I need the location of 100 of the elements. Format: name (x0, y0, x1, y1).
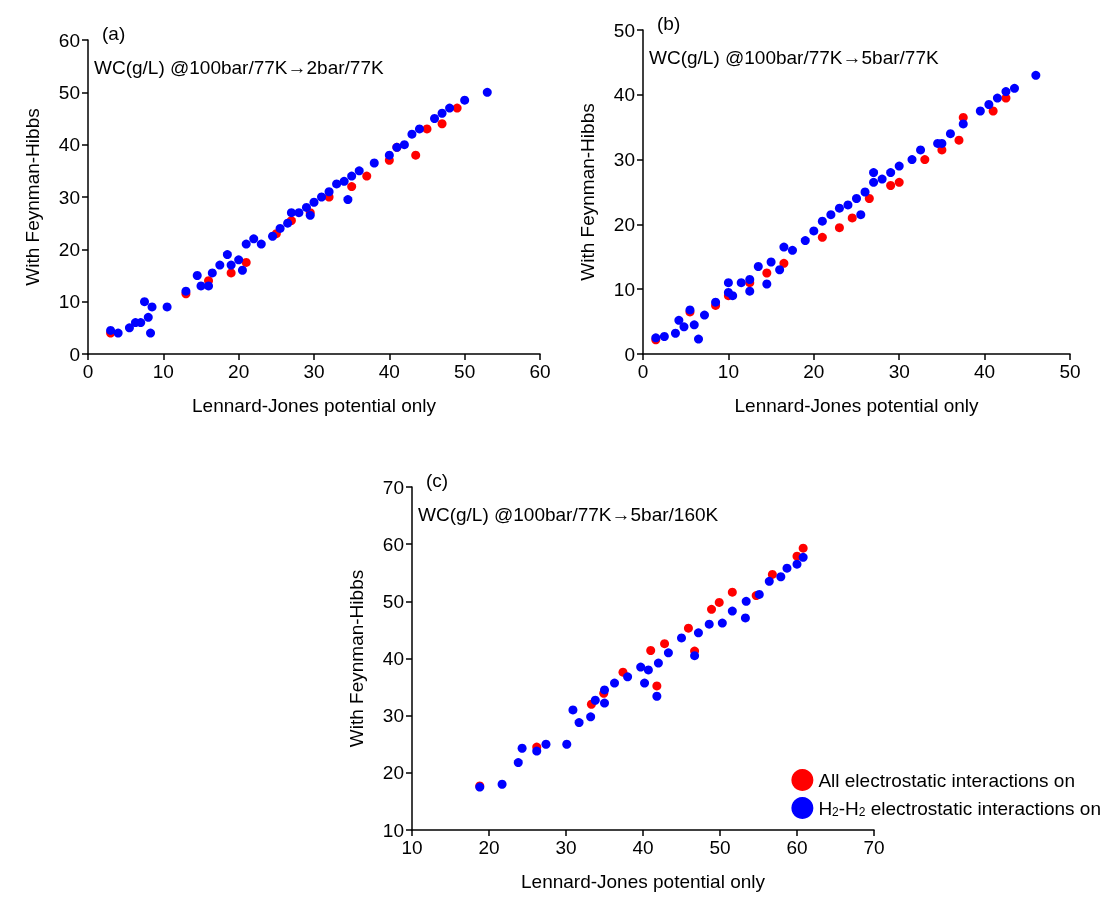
point (226, 268, 236, 278)
point (852, 193, 861, 203)
x-tick-label: 50 (454, 361, 476, 382)
point (869, 168, 879, 178)
y-tick-label: 60 (58, 29, 80, 51)
x-tick-label: 10 (152, 361, 174, 382)
y-tick-label: 60 (382, 533, 404, 555)
point (517, 743, 527, 753)
legend-label: All electrostatic interactions on (818, 769, 1075, 791)
point (623, 672, 633, 682)
point (762, 268, 772, 278)
x-tick-label: 30 (555, 837, 577, 858)
point (241, 239, 251, 249)
y-tick-label: 10 (58, 291, 80, 313)
point (643, 665, 653, 675)
x-tick-label: 10 (401, 837, 423, 858)
annotation: (b) (657, 13, 681, 34)
y-tick-label: 10 (382, 819, 404, 841)
point (958, 119, 968, 129)
annotation: (a) (102, 23, 126, 44)
point (652, 681, 662, 691)
point (693, 628, 703, 638)
point (574, 718, 584, 728)
point (728, 291, 738, 301)
y-tick-label: 30 (382, 705, 404, 727)
point (384, 150, 394, 160)
point (124, 323, 134, 333)
point (309, 197, 319, 207)
point (767, 569, 777, 579)
point (513, 758, 523, 768)
point (347, 171, 357, 181)
point (610, 678, 620, 688)
point (762, 279, 772, 289)
point (834, 203, 844, 213)
point (809, 226, 819, 236)
y-tick-label: 0 (69, 343, 80, 365)
point (776, 572, 786, 582)
point (877, 174, 887, 184)
x-tick-label: 20 (478, 837, 500, 858)
y-tick-label: 50 (613, 19, 635, 41)
point (347, 182, 357, 192)
y-tick-label: 40 (382, 648, 404, 669)
point (437, 119, 447, 129)
point (234, 255, 244, 265)
point (204, 281, 214, 291)
point (787, 245, 797, 255)
y-tick-label: 10 (613, 278, 635, 300)
point (226, 260, 236, 270)
point (241, 257, 251, 267)
point (586, 712, 596, 722)
point (782, 563, 792, 573)
point (886, 181, 896, 191)
point (437, 108, 447, 118)
x-tick-label: 20 (228, 361, 250, 382)
point (954, 135, 964, 145)
point (779, 258, 789, 268)
point (984, 100, 994, 110)
point (741, 596, 751, 606)
point (886, 168, 896, 178)
point (779, 242, 789, 252)
point (399, 140, 409, 150)
point (826, 210, 836, 220)
point (286, 208, 296, 218)
annotation: WC(g/L) @100bar/77K→5bar/77K (649, 47, 939, 68)
point (860, 187, 870, 197)
x-tick-label: 50 (709, 837, 731, 858)
point (207, 268, 217, 278)
point (736, 278, 746, 288)
point (745, 286, 755, 296)
y-tick-label: 70 (382, 476, 404, 498)
point (407, 129, 417, 139)
point (817, 232, 827, 242)
point (894, 177, 904, 187)
point (636, 662, 646, 672)
x-tick-label: 0 (637, 361, 649, 382)
x-axis-title: Lennard-Jones potential only (191, 395, 437, 416)
point (162, 302, 172, 312)
y-axis-title: With Feynman-Hibbs (577, 103, 598, 281)
annotation: WC(g/L) @100bar/77K→2bar/77K (94, 57, 384, 78)
point (707, 604, 717, 614)
point (864, 193, 874, 203)
point (689, 320, 699, 330)
point (817, 216, 827, 226)
point (541, 739, 551, 749)
y-tick-label: 40 (58, 134, 80, 156)
point (653, 658, 663, 668)
point (659, 332, 669, 341)
point (856, 210, 866, 220)
point (275, 223, 285, 233)
x-tick-label: 40 (974, 361, 996, 382)
point (766, 257, 776, 267)
point (362, 171, 372, 181)
point (674, 315, 684, 325)
point (792, 559, 802, 569)
point (301, 202, 311, 212)
point (679, 322, 689, 332)
point (460, 95, 470, 105)
y-tick-label: 0 (624, 343, 635, 365)
point (677, 633, 686, 643)
point (143, 312, 153, 322)
